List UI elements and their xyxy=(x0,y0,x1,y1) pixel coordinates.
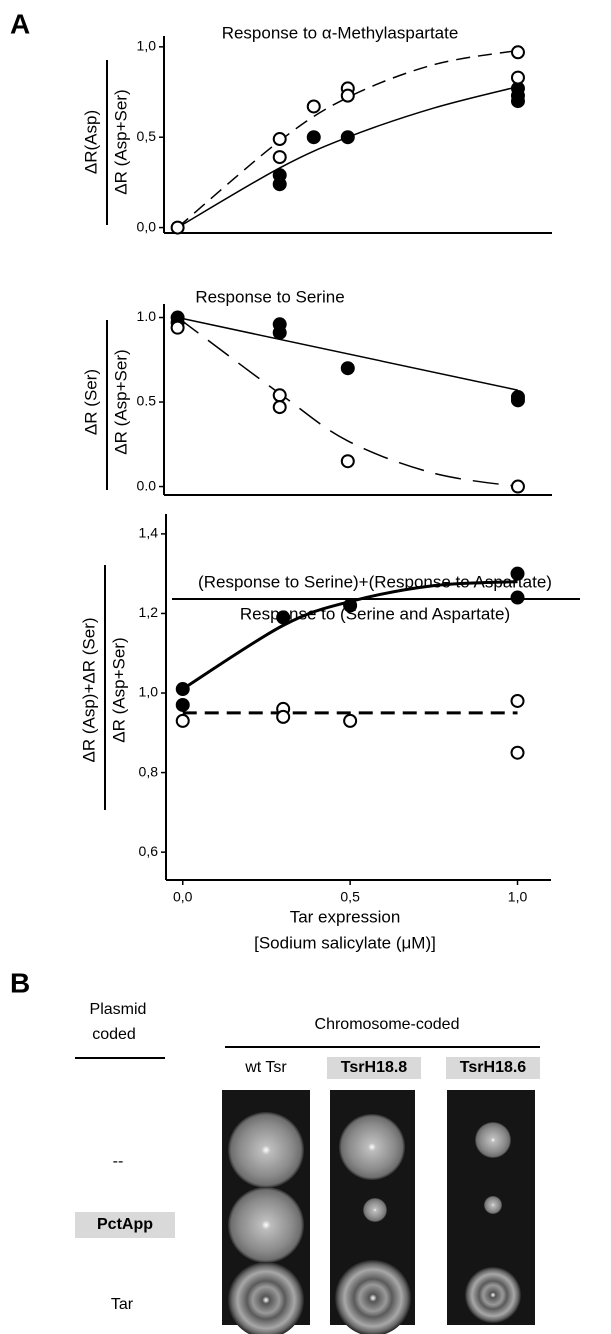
highlight xyxy=(446,1057,540,1079)
data-point xyxy=(343,598,358,613)
data-point xyxy=(272,150,287,165)
chart-title: (Response to Serine)+(Response to Aspart… xyxy=(198,572,552,591)
fit-line xyxy=(177,316,519,488)
y-tick-label: 0.0 xyxy=(137,477,157,493)
colony xyxy=(465,1267,521,1323)
fit-line xyxy=(177,85,519,229)
column-header: Chromosome-coded xyxy=(315,1016,460,1033)
y-axis-label: ΔR (Asp+Ser) xyxy=(111,89,130,194)
data-point xyxy=(510,70,525,85)
data-point xyxy=(340,88,355,103)
row-header: Plasmid xyxy=(90,1001,147,1018)
column-label: TsrH18.6 xyxy=(460,1059,527,1076)
panel-label: B xyxy=(10,967,30,998)
row-header: coded xyxy=(92,1026,136,1043)
colony xyxy=(475,1122,511,1158)
data-point xyxy=(510,590,525,605)
data-point xyxy=(272,325,287,340)
colony xyxy=(335,1260,411,1334)
data-point xyxy=(510,393,525,408)
data-point xyxy=(510,745,525,760)
fit-line xyxy=(177,49,519,229)
data-point xyxy=(276,610,291,625)
chart-title: Response to Serine xyxy=(195,287,344,306)
panel-label: A xyxy=(10,8,30,39)
data-point xyxy=(510,94,525,109)
y-tick-label: 1,4 xyxy=(139,525,159,541)
plate-photos xyxy=(222,1090,535,1334)
colony xyxy=(228,1187,304,1263)
row-label: Tar xyxy=(111,1296,134,1313)
y-axis-label: ΔR(Asp) xyxy=(81,110,100,174)
chart-title: Response to α-Methylaspartate xyxy=(222,23,459,42)
row-label: PctApp xyxy=(97,1216,153,1233)
data-point xyxy=(340,454,355,469)
data-point xyxy=(276,709,291,724)
column-label: TsrH18.8 xyxy=(341,1059,408,1076)
colony xyxy=(339,1114,405,1180)
data-point xyxy=(175,697,190,712)
data-point xyxy=(175,682,190,697)
data-point xyxy=(340,130,355,145)
colony xyxy=(484,1196,502,1214)
y-tick-label: 1,2 xyxy=(139,604,159,620)
colony xyxy=(363,1198,387,1222)
y-axis-label: ΔR (Asp+Ser) xyxy=(109,637,128,742)
fit-line xyxy=(181,580,518,691)
y-tick-label: 1,0 xyxy=(139,684,159,700)
y-axis-label: ΔR (Ser) xyxy=(81,369,100,435)
data-point xyxy=(306,99,321,114)
data-point xyxy=(170,320,185,335)
y-tick-label: 0.5 xyxy=(137,393,157,409)
chart-title: Response to (Serine and Aspartate) xyxy=(240,604,510,623)
data-point xyxy=(272,132,287,147)
data-point xyxy=(510,479,525,494)
highlight xyxy=(327,1057,421,1079)
x-tick-label: 1,0 xyxy=(508,889,528,905)
data-point xyxy=(175,713,190,728)
y-tick-label: 0,5 xyxy=(137,128,157,144)
data-point xyxy=(272,177,287,192)
y-axis-label: ΔR (Asp+Ser) xyxy=(111,349,130,454)
data-point xyxy=(306,130,321,145)
x-tick-label: 0,5 xyxy=(340,889,360,905)
data-point xyxy=(510,566,525,581)
y-tick-label: 0,6 xyxy=(139,843,159,859)
y-axis-label: ΔR (Asp)+ΔR (Ser) xyxy=(79,617,98,762)
colony xyxy=(228,1262,304,1334)
data-point xyxy=(510,45,525,60)
row-label: -- xyxy=(113,1153,124,1170)
x-axis-label: [Sodium salicylate (μM)] xyxy=(254,933,436,952)
y-tick-label: 1.0 xyxy=(137,308,157,324)
y-tick-label: 0,8 xyxy=(139,763,159,779)
data-point xyxy=(340,361,355,376)
column-label: wt Tsr xyxy=(244,1059,287,1076)
x-tick-label: 0,0 xyxy=(173,889,193,905)
data-point xyxy=(510,693,525,708)
fit-line xyxy=(177,316,519,391)
colony xyxy=(228,1112,304,1188)
y-tick-label: 1,0 xyxy=(137,38,157,54)
data-point xyxy=(343,713,358,728)
y-tick-label: 0,0 xyxy=(137,218,157,234)
data-point xyxy=(170,220,185,235)
data-point xyxy=(272,400,287,415)
highlight xyxy=(75,1212,175,1238)
x-axis-label: Tar expression xyxy=(290,907,401,926)
data-point xyxy=(272,388,287,403)
